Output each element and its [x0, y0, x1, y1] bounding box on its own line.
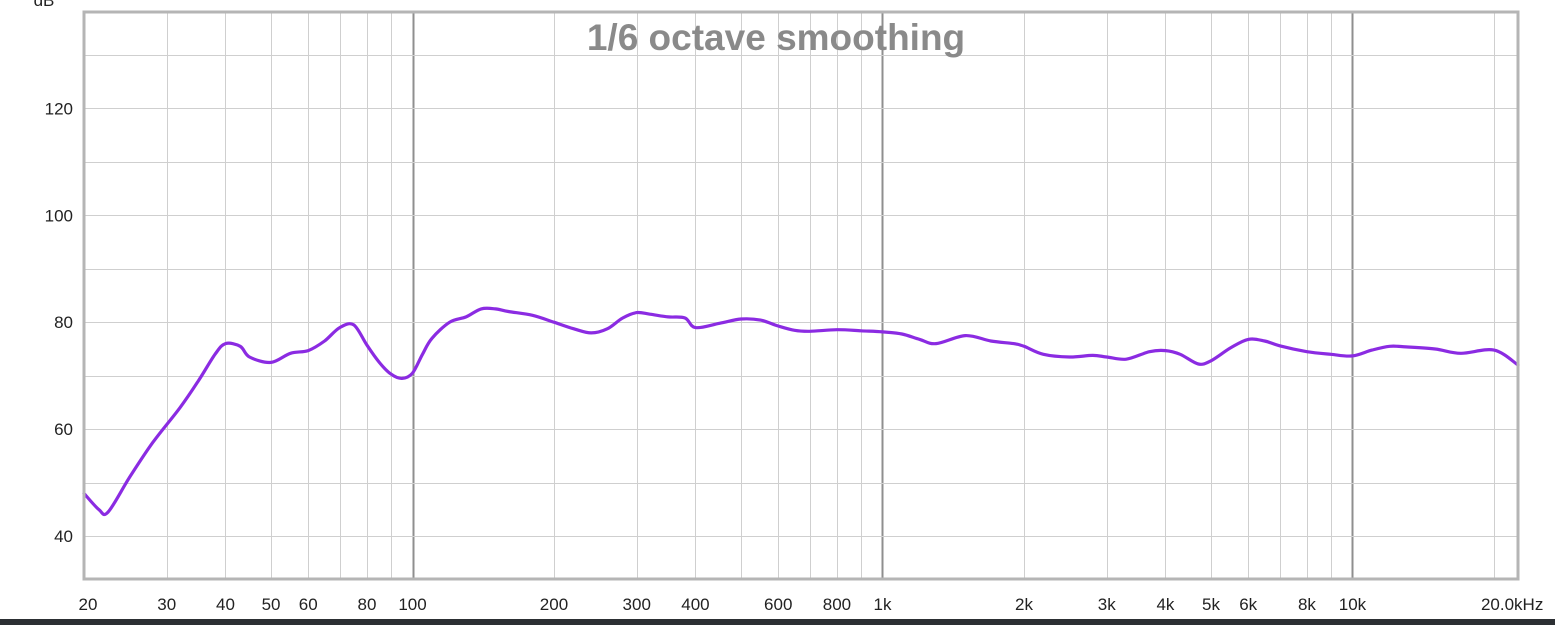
- x-tick-label: 80: [357, 595, 376, 614]
- x-tick-label: 10k: [1339, 595, 1367, 614]
- x-tick-label: 60: [299, 595, 318, 614]
- y-axis-unit-label: dB: [34, 0, 55, 10]
- y-tick-labels: 40 60 80 100 120: [45, 99, 73, 546]
- x-tick-label: 3k: [1098, 595, 1116, 614]
- x-tick-label: 300: [623, 595, 651, 614]
- x-tick-label: 40: [216, 595, 235, 614]
- x-tick-label: 8k: [1298, 595, 1316, 614]
- x-tick-label: 600: [764, 595, 792, 614]
- x-tick-label: 800: [823, 595, 851, 614]
- x-tick-label: 100: [398, 595, 426, 614]
- series-line: [82, 306, 1520, 517]
- y-tick-label: 100: [45, 206, 73, 225]
- x-tick-label: 20.0kHz: [1481, 595, 1543, 614]
- x-tick-label: 6k: [1239, 595, 1257, 614]
- y-tick-label: 80: [54, 313, 73, 332]
- chart-title: 1/6 octave smoothing: [587, 17, 965, 58]
- x-tick-label: 20: [79, 595, 98, 614]
- x-gridlines: [84, 12, 1495, 579]
- plot-background: [84, 12, 1518, 579]
- x-tick-label: 1k: [874, 595, 892, 614]
- plot-frame: [82, 10, 1520, 581]
- x-tick-label: 30: [157, 595, 176, 614]
- y-gridlines: [84, 55, 1518, 537]
- x-tick-label: 2k: [1015, 595, 1033, 614]
- y-tick-label: 120: [45, 99, 73, 118]
- x-tick-label: 400: [681, 595, 709, 614]
- y-tick-label: 40: [54, 527, 73, 546]
- x-tick-label: 4k: [1156, 595, 1174, 614]
- plot-area: [82, 10, 1520, 581]
- x-tick-label: 200: [540, 595, 568, 614]
- x-tick-label: 5k: [1202, 595, 1220, 614]
- x-tick-labels: 20 30 40 50 60 80 100 200 300 400 600 800 1k 2k 3k 4k 5k…: [79, 595, 1544, 614]
- x-tick-label: 50: [262, 595, 281, 614]
- bottom-bar: [0, 619, 1555, 625]
- y-tick-label: 60: [54, 420, 73, 439]
